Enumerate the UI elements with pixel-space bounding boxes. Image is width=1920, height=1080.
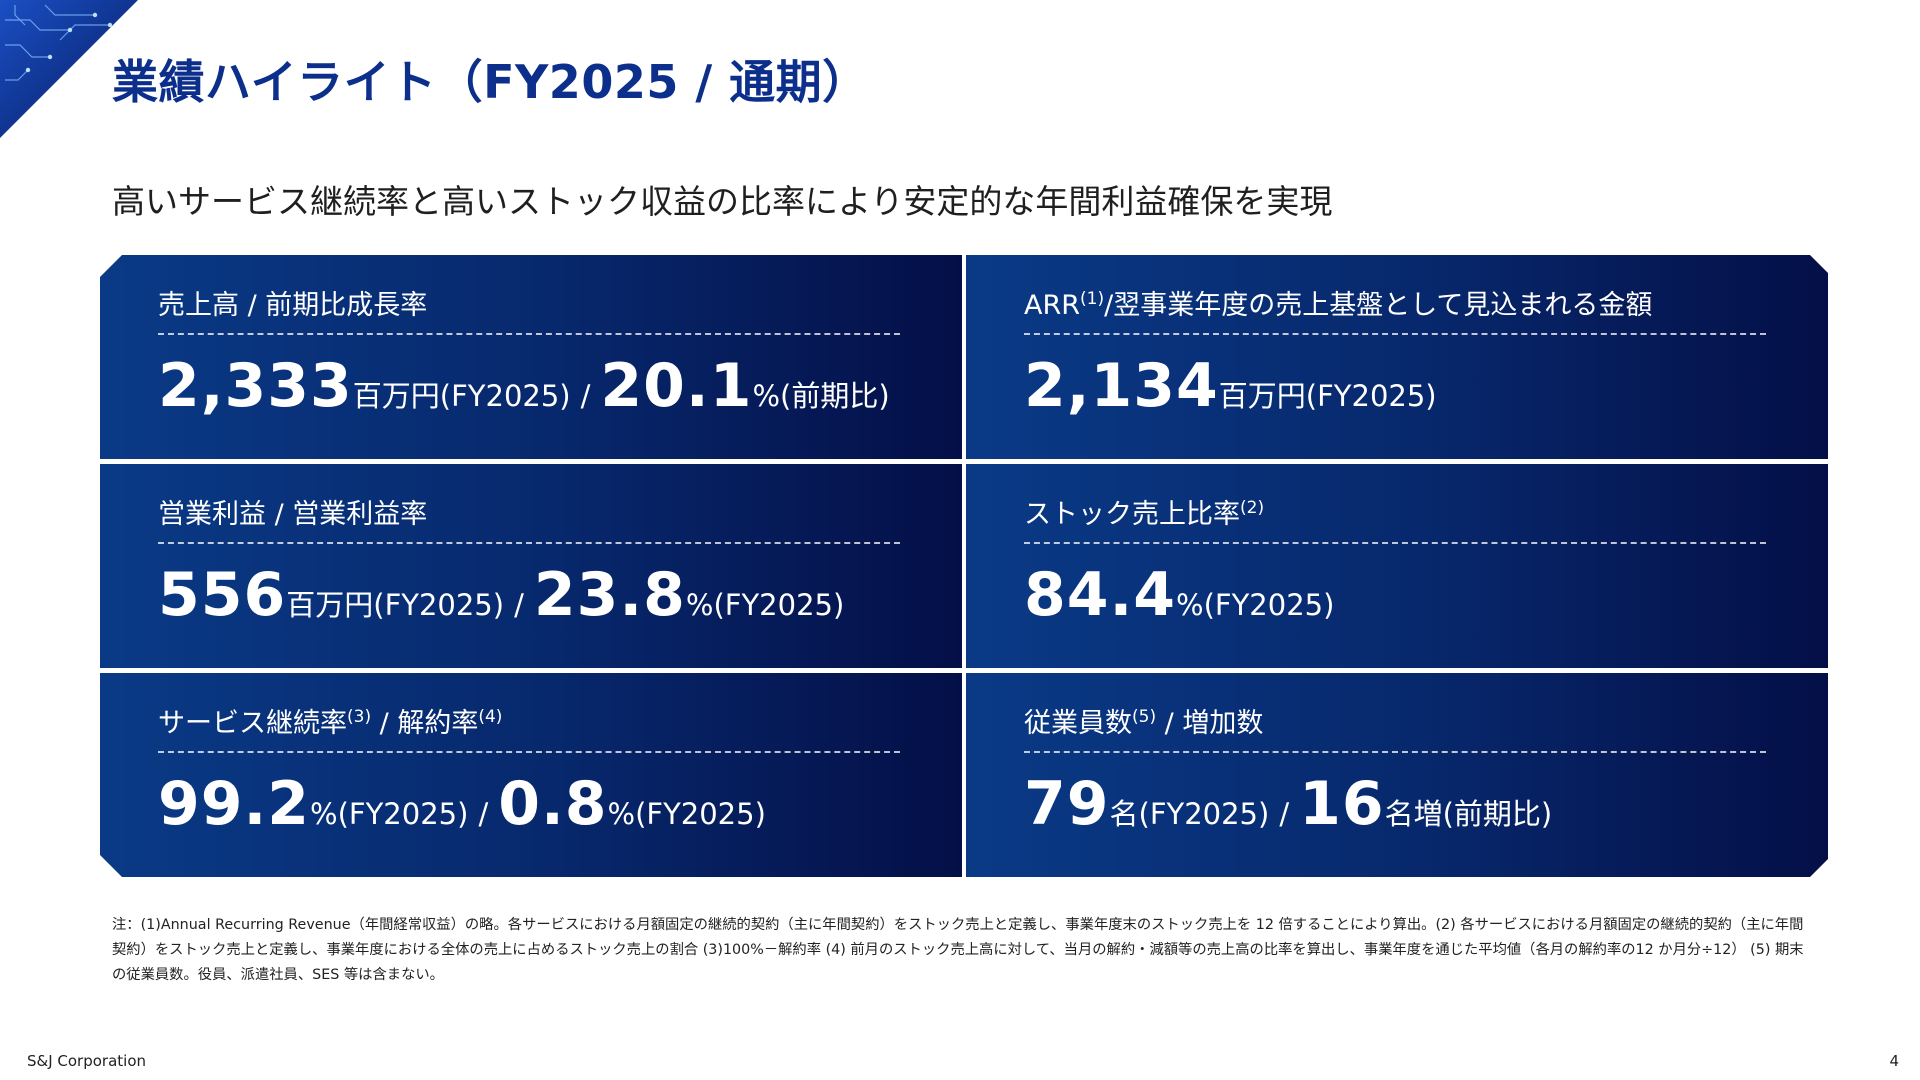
kpi-label-text: / 解約率 xyxy=(371,708,479,739)
kpi-unit: 名(FY2025) xyxy=(1109,797,1270,831)
kpi-number: 556 xyxy=(158,560,287,630)
kpi-unit: %(前期比) xyxy=(752,379,890,413)
kpi-card-arr: ARR(1)/翌事業年度の売上基盤として見込まれる金額 2,134百万円(FY2… xyxy=(966,255,1828,459)
kpi-card-retention: サービス継続率(3) / 解約率(4) 99.2%(FY2025)/0.8%(F… xyxy=(100,673,962,877)
kpi-label: ストック売上比率(2) xyxy=(1024,492,1264,531)
kpi-separator: / xyxy=(1279,797,1290,831)
footnote-marker: (1) xyxy=(1080,289,1105,309)
kpi-label-text: / 増加数 xyxy=(1156,708,1264,739)
footnote-marker: (2) xyxy=(1240,498,1265,518)
kpi-unit: 百万円(FY2025) xyxy=(286,588,505,622)
kpi-number: 2,333 xyxy=(158,351,353,421)
kpi-unit: 百万円(FY2025) xyxy=(1218,379,1437,413)
kpi-unit: 名増(前期比) xyxy=(1384,797,1553,831)
kpi-number: 20.1 xyxy=(600,351,753,421)
kpi-label-text: サービス継続率 xyxy=(158,708,347,739)
dashed-divider xyxy=(158,333,900,335)
kpi-label: 売上高 / 前期比成長率 xyxy=(158,290,428,321)
kpi-number: 99.2 xyxy=(158,769,311,839)
kpi-card-employees: 従業員数(5) / 増加数 79名(FY2025) / 16名増(前期比) xyxy=(966,673,1828,877)
dashed-divider xyxy=(1024,751,1766,753)
page-subtitle: 高いサービス継続率と高いストック収益の比率により安定的な年間利益確保を実現 xyxy=(112,182,1333,221)
kpi-number: 23.8 xyxy=(533,560,686,630)
kpi-panel: 売上高 / 前期比成長率 2,333百万円(FY2025)/20.1%(前期比)… xyxy=(100,255,1832,877)
kpi-label-text: 従業員数 xyxy=(1024,708,1132,739)
kpi-card-stock-ratio: ストック売上比率(2) 84.4%(FY2025) xyxy=(966,464,1828,668)
kpi-unit: 百万円(FY2025) xyxy=(352,379,571,413)
kpi-value: 79名(FY2025) / 16名増(前期比) xyxy=(1024,769,1552,839)
kpi-label: 従業員数(5) / 増加数 xyxy=(1024,701,1263,740)
kpi-number: 16 xyxy=(1299,769,1385,839)
kpi-separator: / xyxy=(580,379,591,413)
kpi-label: 営業利益 / 営業利益率 xyxy=(158,499,428,530)
kpi-unit: %(FY2025) xyxy=(685,588,845,622)
kpi-value: 84.4%(FY2025) xyxy=(1024,560,1334,630)
dashed-divider xyxy=(1024,542,1766,544)
circuit-corner-graphic xyxy=(0,0,138,138)
kpi-value: 556百万円(FY2025) / 23.8%(FY2025) xyxy=(158,560,844,630)
kpi-value: 2,333百万円(FY2025) / 20.1%(前期比) xyxy=(158,351,890,421)
kpi-card-revenue: 売上高 / 前期比成長率 2,333百万円(FY2025) / 20.1%(前期比) xyxy=(100,255,962,459)
kpi-label-text: ARR xyxy=(1024,290,1080,321)
kpi-value: 99.2%(FY2025)/0.8%(FY2025) xyxy=(158,769,766,839)
footnote-marker: (5) xyxy=(1132,707,1157,727)
page-title: 業績ハイライト（FY2025 / 通期） xyxy=(112,55,869,109)
footnotes: 注：(1)Annual Recurring Revenue（年間経常収益）の略。… xyxy=(112,917,1804,983)
kpi-card-operating-profit: 営業利益 / 営業利益率 556百万円(FY2025) / 23.8%(FY2025… xyxy=(100,464,962,668)
footer-company: S&J Corporation xyxy=(27,1052,147,1070)
kpi-label-text: /翌事業年度の売上基盤として見込まれる金額 xyxy=(1104,290,1653,321)
kpi-label: サービス継続率(3) / 解約率(4) xyxy=(158,701,502,740)
footnote-marker: (4) xyxy=(478,707,503,727)
page-number: 4 xyxy=(1889,1052,1899,1070)
kpi-value: 2,134百万円(FY2025) xyxy=(1024,351,1437,421)
kpi-unit: %(FY2025) xyxy=(607,797,766,831)
dashed-divider xyxy=(1024,333,1766,335)
dashed-divider xyxy=(158,751,900,753)
kpi-unit: %(FY2025) xyxy=(310,797,469,831)
kpi-separator: / xyxy=(514,588,524,622)
kpi-separator: / xyxy=(478,797,489,831)
kpi-number: 84.4 xyxy=(1024,560,1177,630)
dashed-divider xyxy=(158,542,900,544)
kpi-number: 2,134 xyxy=(1024,351,1219,421)
kpi-label: ARR(1)/翌事業年度の売上基盤として見込まれる金額 xyxy=(1024,283,1652,322)
kpi-number: 0.8 xyxy=(498,769,608,839)
footnote-marker: (3) xyxy=(347,707,372,727)
kpi-label-text: ストック売上比率 xyxy=(1024,499,1240,530)
kpi-number: 79 xyxy=(1024,769,1110,839)
kpi-unit: %(FY2025) xyxy=(1176,588,1335,622)
